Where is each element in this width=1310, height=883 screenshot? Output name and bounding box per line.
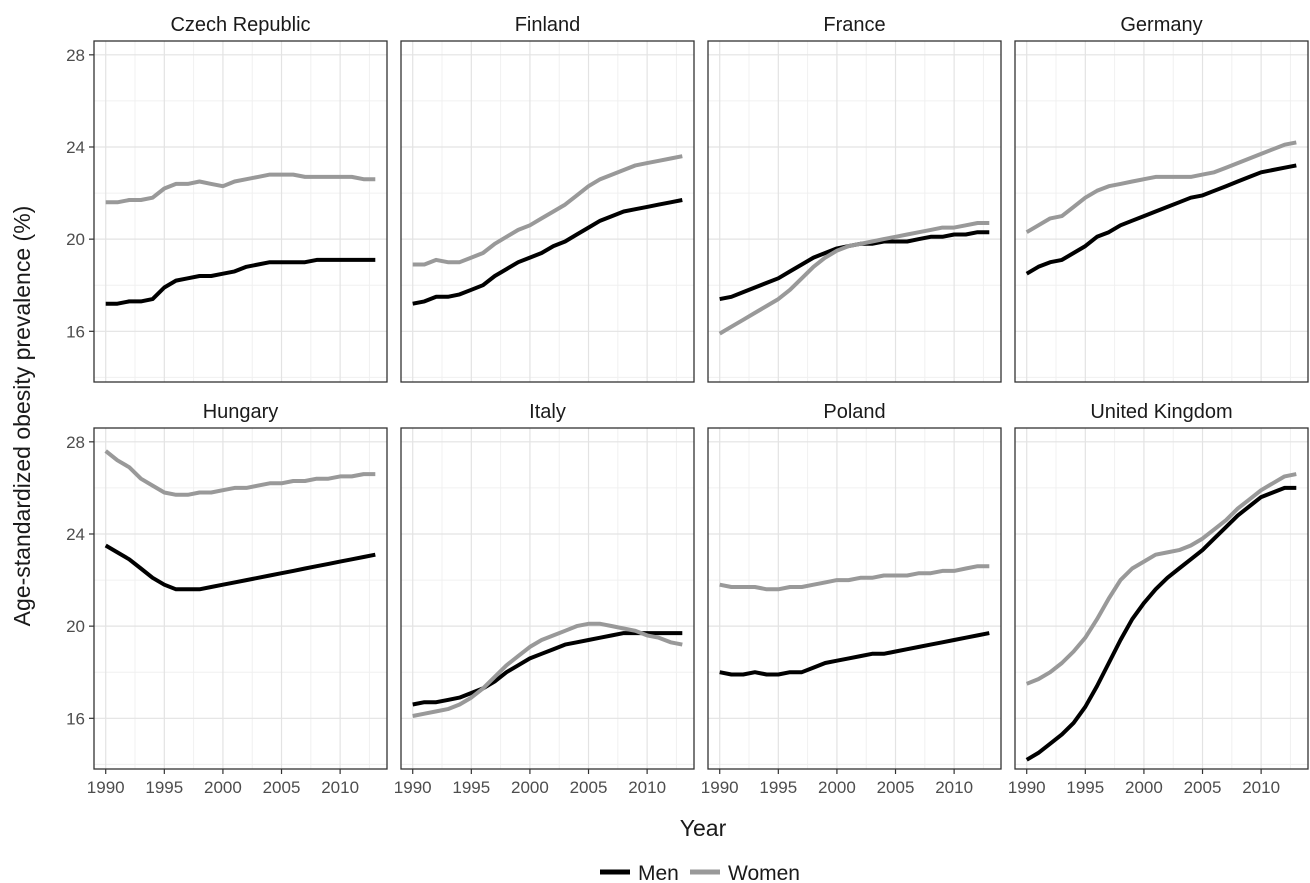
series-line-men	[105, 257, 376, 306]
facet-title: Germany	[1120, 14, 1202, 36]
series-line-women	[412, 154, 683, 267]
panel-border	[93, 40, 388, 383]
panel-border	[1014, 427, 1309, 770]
series-line-men	[719, 631, 990, 677]
panel-border	[93, 427, 388, 770]
x-axis-title: Year	[680, 815, 727, 841]
series-line-women	[1025, 472, 1297, 686]
y-tick-label: 16	[66, 322, 85, 341]
series-line-women	[412, 621, 683, 718]
panel-border	[707, 427, 1002, 770]
series-line-women	[718, 221, 990, 336]
panel-italy: Italy 1990 1995 2000 2005 2010	[394, 401, 695, 797]
panel-background	[94, 41, 387, 382]
facet-title: Finland	[515, 14, 581, 36]
x-tick-label: 1995	[452, 778, 490, 797]
panel-background	[1015, 428, 1308, 769]
series-line-men	[1025, 163, 1297, 276]
panel-background	[94, 428, 387, 769]
x-tick-label: 1990	[87, 778, 125, 797]
facet-title: Italy	[529, 401, 566, 423]
x-tick-label: 1990	[701, 778, 739, 797]
facet-panels: Czech Republic 16 20 24 28 Finland France Germa…	[66, 14, 1309, 797]
panel-background	[708, 428, 1001, 769]
facet-title: Czech Republic	[170, 14, 310, 36]
panel-hungary: Hungary 16 20 24 28 1990 1995 2000 2005 2010	[66, 401, 388, 797]
y-tick-label: 24	[66, 525, 85, 544]
legend-label-men: Men	[638, 862, 679, 883]
panel-background	[401, 41, 694, 382]
x-tick-label: 1995	[145, 778, 183, 797]
series-line-women	[104, 449, 376, 497]
panel-czech-republic: Czech Republic 16 20 24 28	[66, 14, 388, 383]
y-axis-title: Age-standardized obesity prevalence (%)	[9, 206, 35, 627]
series-line-men	[1025, 485, 1297, 762]
y-tick-label: 20	[66, 230, 85, 249]
x-tick-label: 2000	[511, 778, 549, 797]
y-tick-label: 20	[66, 617, 85, 636]
series-line-women	[1025, 140, 1297, 234]
x-tick-label: 2010	[628, 778, 666, 797]
panel-france: France	[707, 14, 1002, 383]
panel-background	[708, 41, 1001, 382]
series-line-women	[105, 172, 376, 205]
facet-title: France	[823, 14, 885, 36]
facet-title: Poland	[823, 401, 885, 423]
facet-title: United Kingdom	[1090, 401, 1232, 423]
panel-background	[401, 428, 694, 769]
x-tick-label: 2010	[935, 778, 973, 797]
panel-finland: Finland	[400, 14, 695, 383]
panel-poland: Poland 1990 1995 2000 2005 2010	[701, 401, 1002, 797]
legend-label-women: Women	[728, 862, 800, 883]
series-line-women	[719, 564, 990, 592]
x-tick-label: 2000	[204, 778, 242, 797]
panel-border	[1014, 40, 1309, 383]
x-tick-label: 1995	[759, 778, 797, 797]
x-tick-label: 1990	[394, 778, 432, 797]
x-tick-label: 2010	[1242, 778, 1280, 797]
legend: Men Women	[600, 862, 800, 883]
x-tick-label: 2005	[263, 778, 301, 797]
x-tick-label: 1990	[1008, 778, 1046, 797]
panel-border	[400, 40, 695, 383]
series-line-men	[104, 543, 376, 592]
panel-united-kingdom: United Kingdom 1990 1995 2000 2005 2010	[1008, 401, 1309, 797]
panel-border	[400, 427, 695, 770]
panel-border	[707, 40, 1002, 383]
x-tick-label: 2010	[321, 778, 359, 797]
x-tick-label: 2005	[570, 778, 608, 797]
series-line-men	[412, 198, 683, 306]
y-tick-label: 28	[66, 433, 85, 452]
x-tick-label: 2000	[818, 778, 856, 797]
facet-title: Hungary	[203, 401, 279, 423]
x-tick-label: 2000	[1125, 778, 1163, 797]
panel-germany: Germany	[1014, 14, 1309, 383]
y-tick-label: 28	[66, 46, 85, 65]
x-tick-label: 1995	[1066, 778, 1104, 797]
panel-background	[1015, 41, 1308, 382]
x-tick-label: 2005	[877, 778, 915, 797]
y-tick-label: 16	[66, 709, 85, 728]
y-tick-label: 24	[66, 138, 85, 157]
x-tick-label: 2005	[1184, 778, 1222, 797]
